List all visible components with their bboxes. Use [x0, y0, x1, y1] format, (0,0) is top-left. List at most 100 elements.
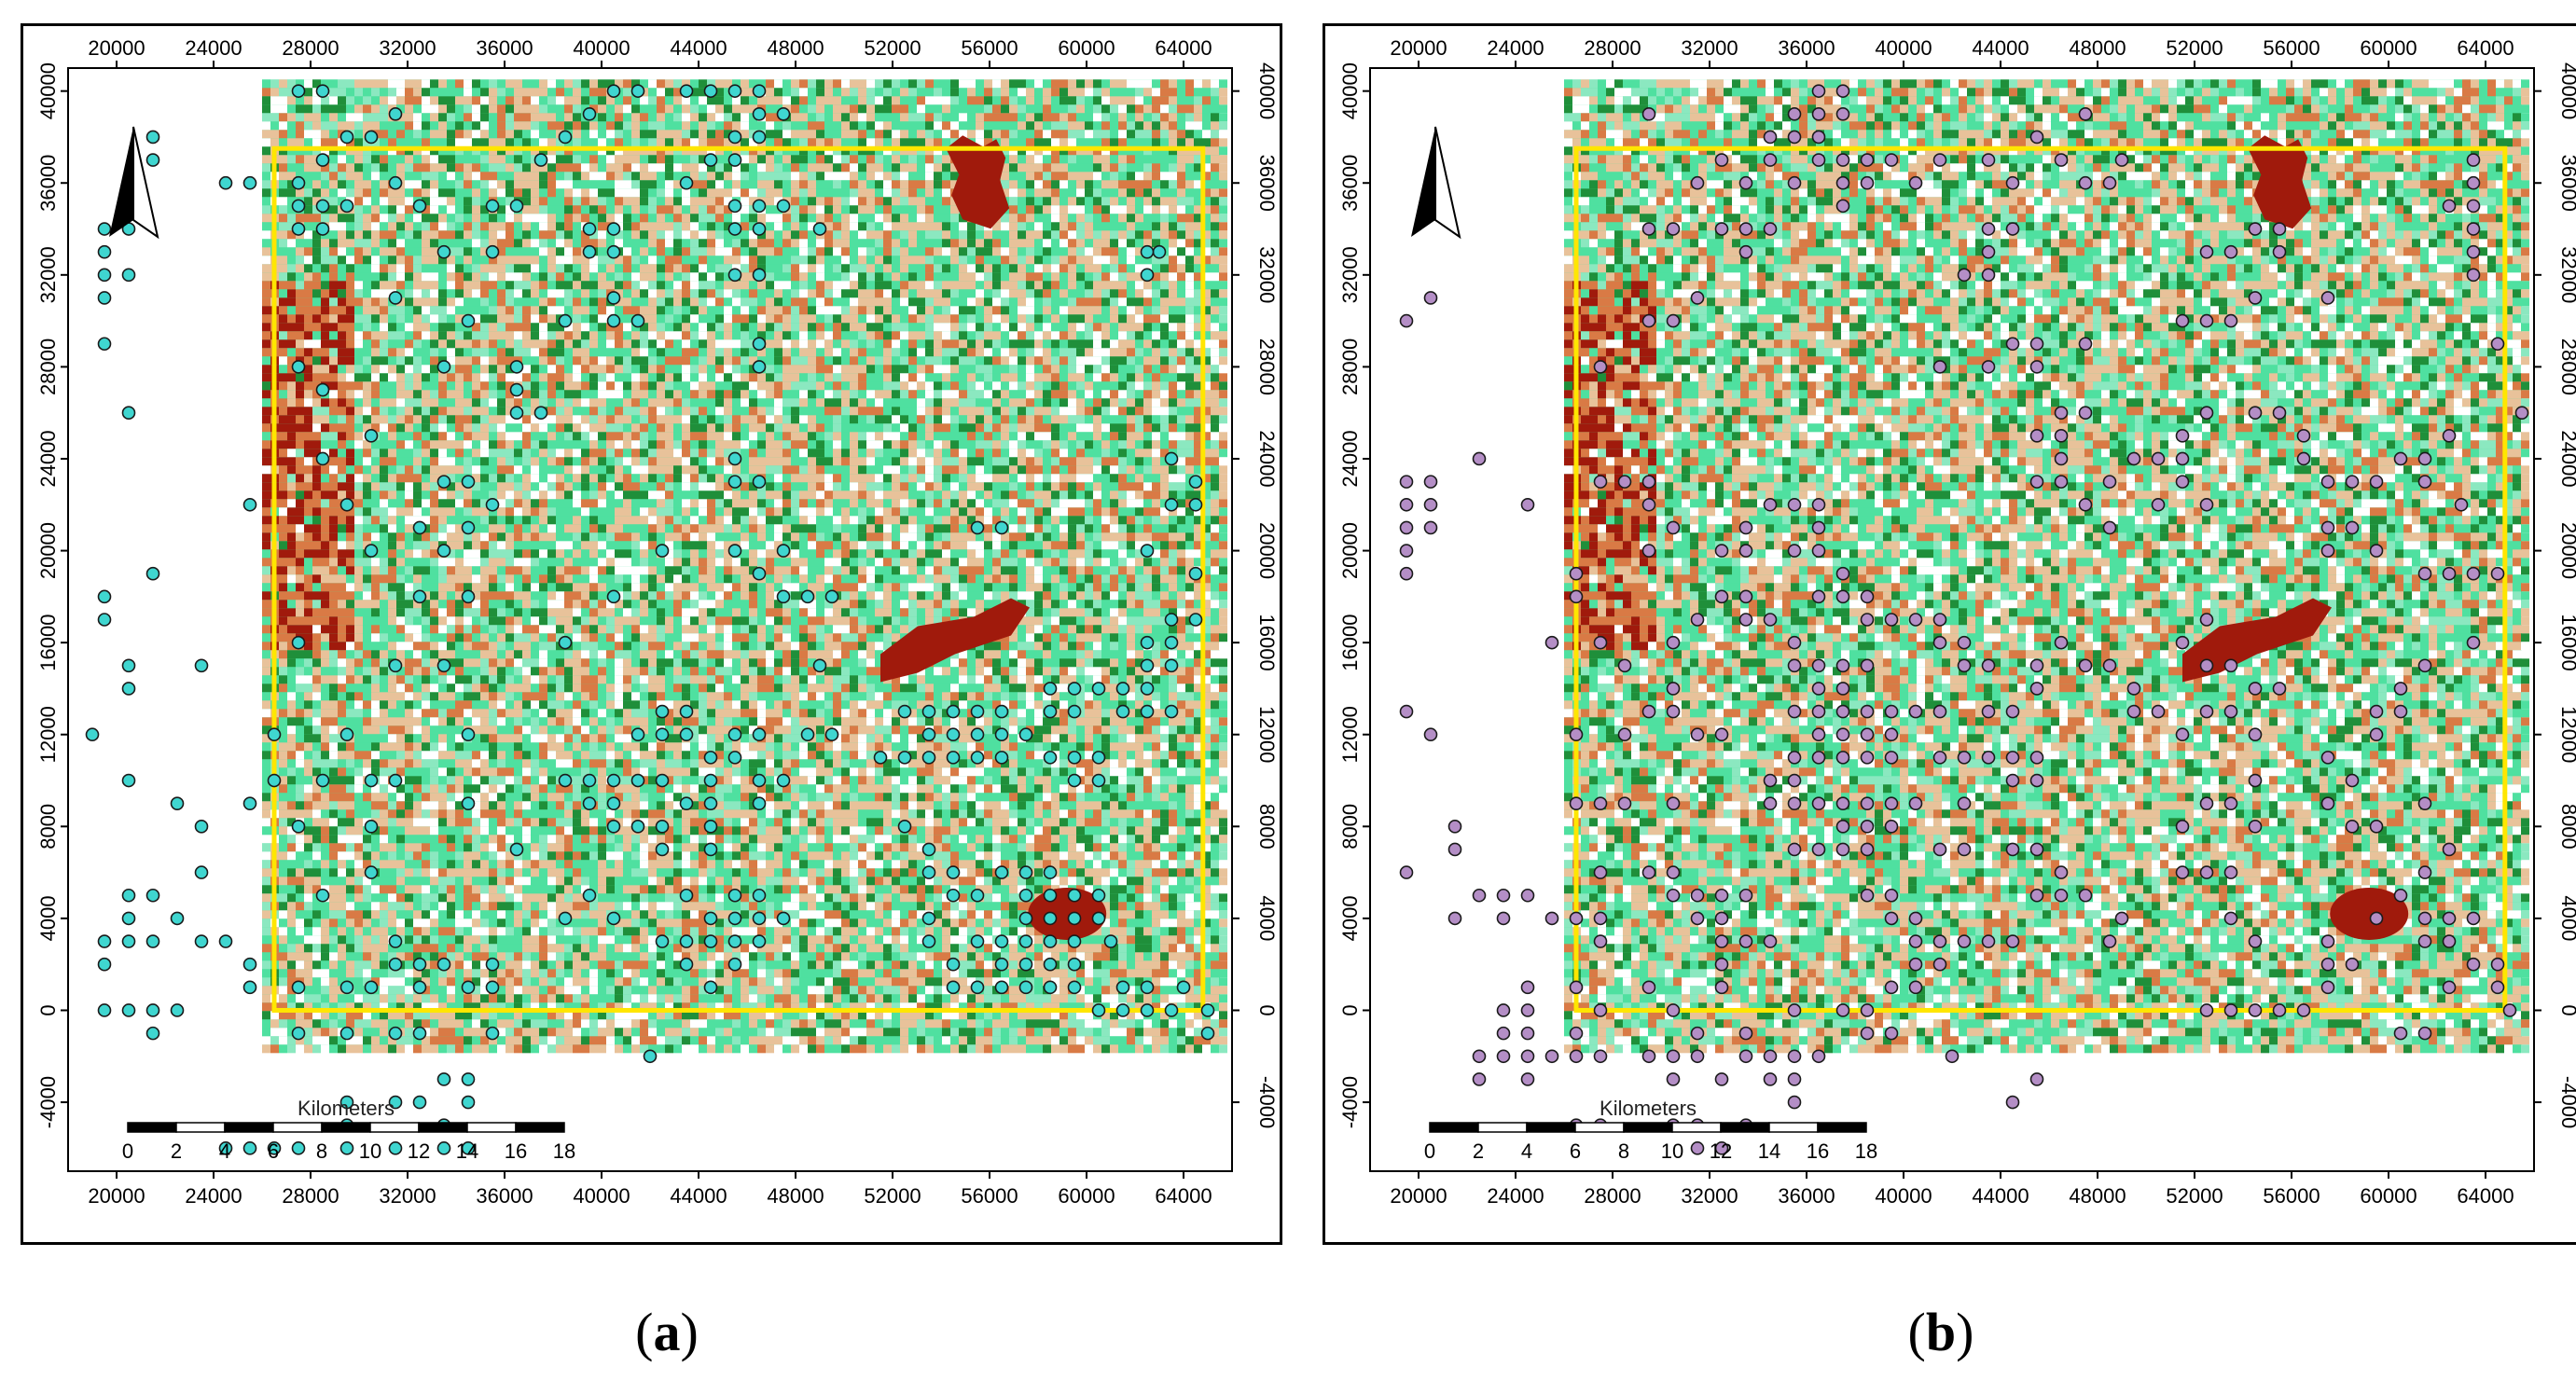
caption-close: ) — [1956, 1302, 1974, 1362]
y-tick-label-right: 20000 — [2557, 522, 2576, 579]
sample-point — [2029, 888, 2044, 903]
sample-point — [2393, 682, 2408, 696]
x-tick-label-bottom: 40000 — [573, 1184, 630, 1208]
sample-point — [2417, 911, 2432, 926]
sample-point — [630, 820, 645, 834]
sample-point — [1763, 1072, 1778, 1086]
y-tick-label-left: 12000 — [36, 706, 60, 763]
x-tick-label-top: 60000 — [2360, 36, 2417, 60]
sample-point — [1569, 566, 1584, 581]
sample-point — [2078, 406, 2093, 420]
sample-point — [2199, 865, 2214, 879]
sample-point — [1835, 106, 1850, 121]
y-tick-label-right: 40000 — [2557, 62, 2576, 119]
sample-point — [1399, 566, 1414, 581]
sample-point — [1811, 658, 1826, 673]
sample-point — [994, 751, 1009, 765]
sample-point — [388, 934, 403, 948]
sample-point — [1860, 820, 1875, 834]
y-tick-label-left: 28000 — [1338, 338, 1362, 395]
sample-point — [339, 1095, 354, 1110]
sample-point — [1188, 497, 1203, 512]
sample-point — [1787, 704, 1802, 719]
sample-point — [1593, 796, 1608, 810]
sample-point — [727, 957, 742, 972]
sample-point — [1115, 1003, 1130, 1017]
sample-point — [145, 130, 160, 145]
y-tick-label-left: 32000 — [1338, 246, 1362, 303]
sample-point — [679, 727, 694, 742]
sample-point — [2369, 820, 2384, 834]
sample-point — [121, 406, 136, 420]
sample-point — [436, 957, 451, 972]
sample-point — [2102, 175, 2117, 190]
sample-point — [970, 751, 985, 765]
sample-point — [1981, 268, 1996, 283]
sample-point — [824, 727, 839, 742]
sample-point — [1957, 796, 1972, 810]
sample-point — [1091, 1003, 1106, 1017]
sample-point — [2320, 980, 2335, 995]
sample-point — [1593, 360, 1608, 374]
sample-point — [606, 911, 621, 926]
sample-point — [1043, 957, 1058, 972]
sample-point — [436, 1141, 451, 1155]
sample-point — [2248, 727, 2263, 742]
sample-point — [776, 911, 791, 926]
scale-tick-label: 14 — [1758, 1139, 1780, 1163]
sample-point — [1666, 313, 1681, 328]
scale-tick-label: 12 — [1710, 1139, 1732, 1163]
sample-point — [1399, 544, 1414, 558]
sample-point — [388, 1141, 403, 1155]
sample-point — [1932, 957, 1947, 972]
sample-point — [2078, 658, 2093, 673]
y-tick-label-right: 40000 — [1255, 62, 1279, 119]
sample-point — [752, 934, 767, 948]
sample-point — [2102, 658, 2117, 673]
sample-point — [679, 84, 694, 98]
sample-point — [776, 589, 791, 604]
sample-point — [291, 980, 306, 995]
sample-point — [1544, 1049, 1559, 1064]
y-tick-label-left: 12000 — [1338, 706, 1362, 763]
caption-open: ( — [1908, 1302, 1926, 1362]
sample-point — [364, 820, 379, 834]
y-tick-label-right: -4000 — [2557, 1076, 2576, 1128]
x-tick-label-bottom: 56000 — [2263, 1184, 2320, 1208]
sample-point — [1641, 313, 1656, 328]
sample-point — [1945, 1049, 1960, 1064]
scale-tick-label: 4 — [1521, 1139, 1532, 1163]
sample-point — [364, 773, 379, 788]
sample-point — [1544, 911, 1559, 926]
sample-point — [1932, 153, 1947, 167]
sample-point — [558, 130, 573, 145]
x-tick-label-top: 20000 — [1390, 36, 1447, 60]
sample-point — [412, 957, 427, 972]
sample-point — [461, 1141, 476, 1155]
y-tick-label-right: 12000 — [2557, 706, 2576, 763]
reservoir-north — [2248, 135, 2312, 229]
sample-point — [970, 704, 985, 719]
sample-point — [121, 658, 136, 673]
sample-point — [1738, 244, 1753, 259]
sample-point — [679, 175, 694, 190]
scale-tick-label: 14 — [456, 1139, 478, 1163]
sample-point — [1787, 658, 1802, 673]
y-tick-label-left: 20000 — [1338, 522, 1362, 579]
sample-point — [1569, 980, 1584, 995]
sample-point — [2320, 475, 2335, 489]
x-tick-label-top: 28000 — [1584, 36, 1641, 60]
sample-point — [194, 820, 209, 834]
sample-point — [2126, 682, 2141, 696]
sample-point — [946, 727, 961, 742]
sample-point — [921, 865, 936, 879]
x-tick-label-bottom: 28000 — [282, 1184, 339, 1208]
sample-point — [2490, 957, 2505, 972]
sample-point — [2417, 658, 2432, 673]
sample-point — [121, 268, 136, 283]
sample-point — [1811, 520, 1826, 535]
x-tick-label-bottom: 48000 — [767, 1184, 824, 1208]
sample-point — [703, 842, 718, 857]
sample-point — [1690, 613, 1705, 627]
sample-point — [1641, 544, 1656, 558]
